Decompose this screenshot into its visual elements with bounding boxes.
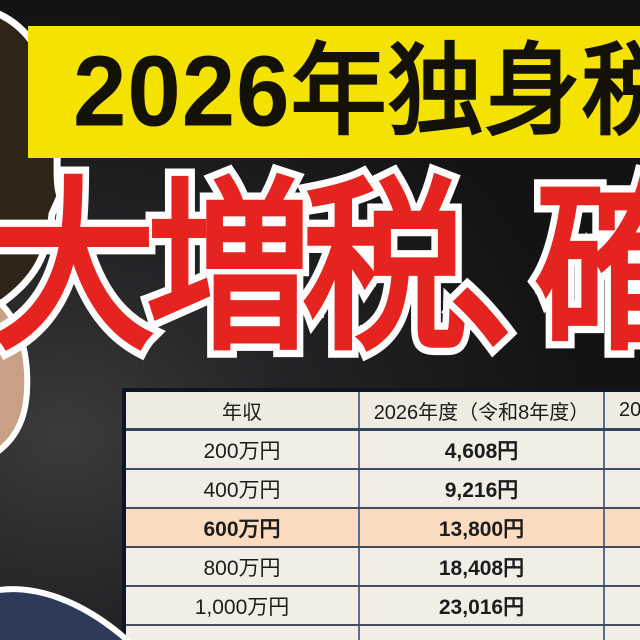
table-row: 400万円 9,216円 bbox=[126, 470, 640, 509]
amount-cell: 9,216円 bbox=[360, 470, 605, 507]
table-row: 1,000万円 23,016円 bbox=[126, 587, 640, 626]
tax-table: 年収 2026年度（令和8年度） 20 200万円 4,608円 400万円 9… bbox=[122, 388, 640, 640]
table-row-partial bbox=[126, 626, 640, 640]
header-next-column-fragment: 20 bbox=[619, 398, 640, 421]
banner-title: 2026年独身税 bbox=[73, 35, 640, 148]
amount-cell bbox=[360, 626, 605, 640]
table-row: 800万円 18,408円 bbox=[126, 548, 640, 587]
header-income: 年収 bbox=[126, 392, 360, 428]
amount-cell: 4,608円 bbox=[360, 431, 605, 468]
table-row: 200万円 4,608円 bbox=[126, 431, 640, 470]
income-cell: 600万円 bbox=[126, 509, 360, 546]
headline-part2: 確 bbox=[528, 160, 640, 379]
table-row-highlighted: 600万円 13,800円 bbox=[126, 509, 640, 548]
table-header-row: 年収 2026年度（令和8年度） 20 bbox=[126, 392, 640, 431]
header-fy2026: 2026年度（令和8年度） bbox=[360, 392, 605, 428]
amount-cell: 18,408円 bbox=[360, 548, 605, 585]
person-face bbox=[0, 299, 31, 454]
top-banner: 2026年独身税 bbox=[28, 26, 640, 158]
person-shirt bbox=[0, 586, 132, 640]
income-cell bbox=[126, 626, 360, 640]
headline-text: 大増税、確 bbox=[0, 160, 640, 379]
headline-comma: 、 bbox=[442, 160, 621, 379]
headline-part1: 大増税 bbox=[0, 160, 475, 379]
amount-cell: 13,800円 bbox=[360, 509, 605, 546]
income-cell: 800万円 bbox=[126, 548, 360, 585]
income-cell: 400万円 bbox=[126, 470, 360, 507]
income-cell: 200万円 bbox=[126, 431, 360, 468]
income-cell: 1,000万円 bbox=[126, 587, 360, 624]
amount-cell: 23,016円 bbox=[360, 587, 605, 624]
